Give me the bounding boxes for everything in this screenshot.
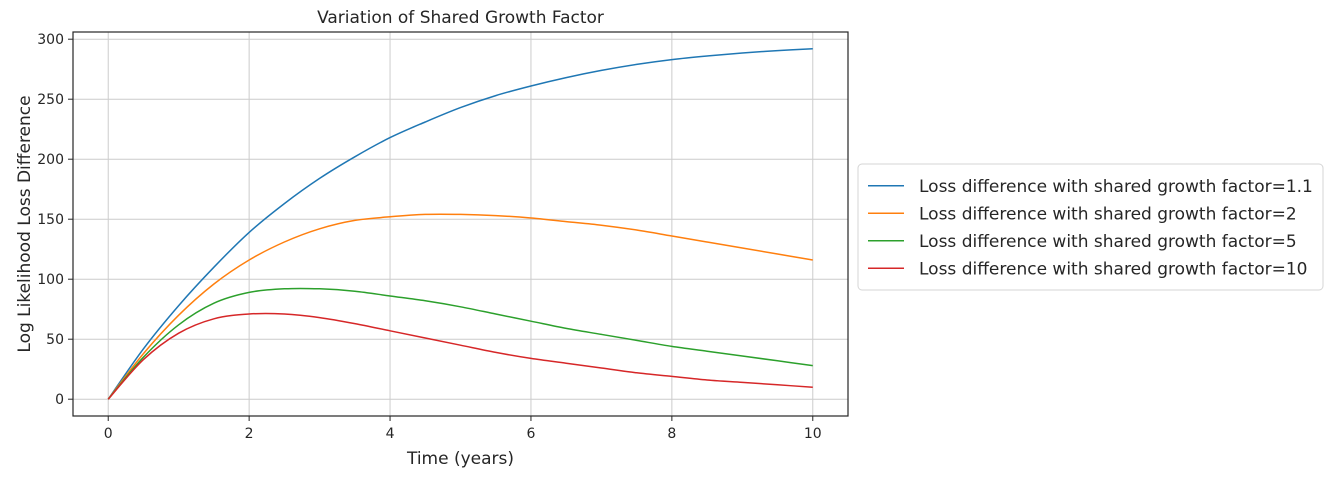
y-tick-label: 0 xyxy=(55,392,64,408)
chart-title: Variation of Shared Growth Factor xyxy=(317,8,604,28)
plot-frame xyxy=(72,31,849,417)
y-tick-label: 250 xyxy=(37,92,64,108)
x-tick-label: 8 xyxy=(667,426,676,442)
x-tick-label: 10 xyxy=(804,426,822,442)
series-line-3 xyxy=(107,287,813,400)
x-tick-label: 6 xyxy=(526,426,535,442)
series-line-1 xyxy=(107,48,813,400)
legend-label-3: Loss difference with shared growth facto… xyxy=(919,232,1297,252)
legend-label-1: Loss difference with shared growth facto… xyxy=(919,177,1313,197)
x-axis-ticks: 0 2 4 6 8 10 xyxy=(104,416,822,442)
y-tick-label: 300 xyxy=(37,32,64,48)
y-axis-ticks: 0 50 100 150 200 250 300 xyxy=(37,32,73,408)
legend-box xyxy=(857,163,1324,291)
series-lines xyxy=(107,48,813,400)
legend: Loss difference with shared growth facto… xyxy=(857,163,1324,291)
legend-label-2: Loss difference with shared growth facto… xyxy=(919,204,1297,224)
y-tick-label: 200 xyxy=(37,152,64,168)
x-tick-label: 0 xyxy=(104,426,113,442)
x-tick-label: 2 xyxy=(245,426,254,442)
legend-label-4: Loss difference with shared growth facto… xyxy=(919,259,1307,279)
x-axis-label: Time (years) xyxy=(406,449,514,469)
series-line-4 xyxy=(107,312,813,400)
y-tick-label: 150 xyxy=(37,212,64,228)
x-tick-label: 4 xyxy=(386,426,395,442)
y-tick-label: 50 xyxy=(46,332,64,348)
grid xyxy=(73,32,848,416)
series-line-2 xyxy=(107,213,813,400)
y-axis-label: Log Likelihood Loss Difference xyxy=(15,95,35,352)
y-tick-label: 100 xyxy=(37,272,64,288)
